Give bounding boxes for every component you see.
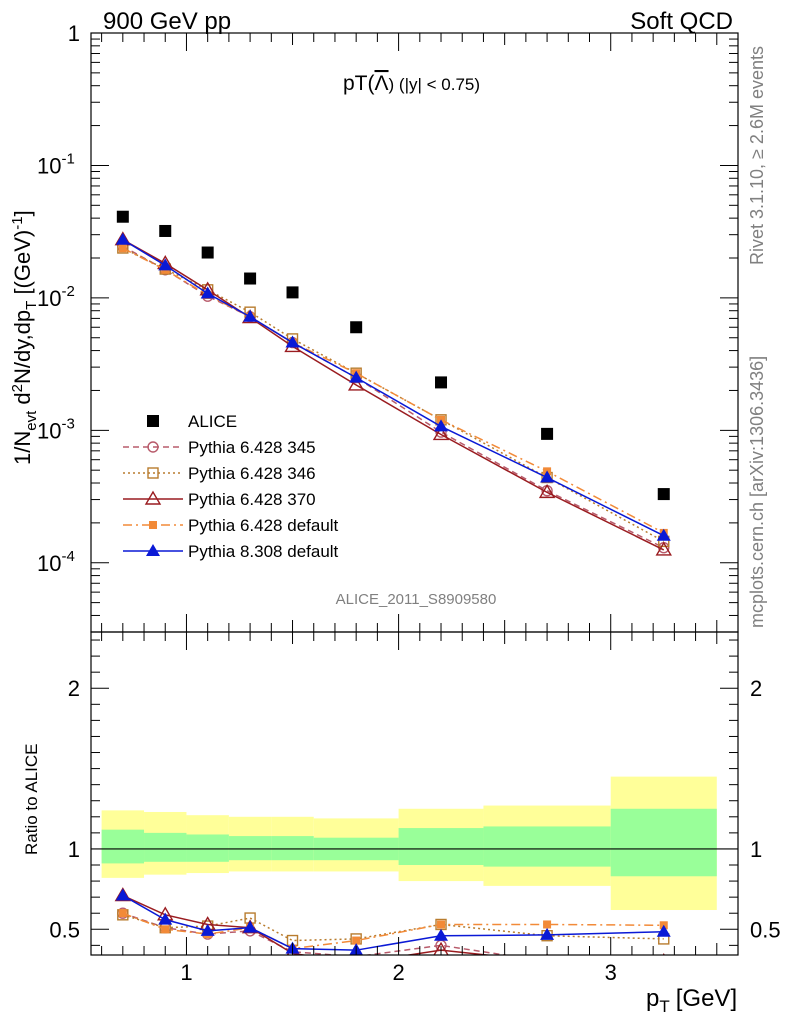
chart-title: pT(Λ) (|y| < 0.75) (343, 72, 480, 95)
data-point (200, 286, 215, 299)
ratio-y-tick-label-right: 1 (750, 837, 762, 862)
mcplots-label: mcplots.cern.ch [arXiv:1306.3436] (747, 356, 767, 628)
ratio-point (543, 920, 552, 929)
ratio-point (659, 956, 669, 966)
analysis-watermark: ALICE_2011_S8909580 (336, 591, 497, 608)
data-point (244, 272, 257, 285)
ratio-point (115, 888, 130, 901)
legend: ALICE Pythia 6.428 345 Pythia 6.428 346 Pyt… (123, 412, 339, 561)
y-tick-label: 10-4 (37, 548, 75, 576)
ratio-point (434, 928, 449, 941)
ratio-point (540, 927, 555, 940)
y-tick-label: 10-2 (37, 283, 75, 311)
data-point (434, 419, 449, 432)
ratio-point (352, 936, 361, 945)
data-point (285, 335, 300, 348)
data-point (159, 224, 172, 237)
ratio-series-pythia-6-428-default (118, 909, 668, 953)
ratio-y-tick-label: 1 (68, 837, 80, 862)
ratio-y-tick-label: 2 (68, 676, 80, 701)
legend-marker (147, 467, 159, 479)
header-left-label: 900 GeV pp (103, 8, 231, 35)
ratio-point (437, 920, 446, 929)
y-tick-label: 10-3 (37, 415, 75, 443)
lambda-bar-symbol: Λ (375, 72, 389, 95)
uncertainty-band-inner (186, 834, 229, 862)
data-point (541, 427, 554, 440)
legend-label: ALICE (188, 412, 237, 431)
data-point (432, 426, 450, 441)
ratio-point (545, 953, 549, 955)
legend-label: Pythia 6.428 345 (188, 438, 316, 457)
legend-marker (144, 490, 162, 505)
legend-label: Pythia 6.428 370 (188, 490, 316, 509)
ratio-point (118, 909, 127, 918)
y-tick-label: 10-1 (37, 150, 75, 178)
header-right-label: Soft QCD (630, 8, 733, 35)
top-y-axis-label: 1/Nevt d2N/dy,dpT [(GeV)-1] (9, 210, 40, 465)
ratio-series-pythia-6-428-345 (117, 907, 669, 966)
data-point (656, 528, 671, 541)
data-point (538, 483, 556, 499)
ratio-y-tick-label-right: 2 (750, 676, 762, 701)
uncertainty-band-inner (101, 829, 145, 864)
ratio-point (200, 923, 215, 936)
data-point (201, 246, 214, 259)
ratio-y-tick-label: 0.5 (49, 917, 80, 942)
legend-marker (146, 544, 160, 556)
legend-marker (149, 521, 157, 529)
data-point (655, 541, 672, 556)
ratio-panel-data (91, 776, 738, 966)
data-point (118, 244, 127, 253)
legend-label: Pythia 6.428 346 (188, 464, 316, 483)
data-point (350, 321, 363, 334)
ratio-panel-axes: 0.5 0.5 1 1 2 2 1 2 3 (49, 632, 781, 985)
data-point (657, 488, 670, 501)
legend-label: Pythia 8.308 default (188, 542, 339, 561)
ratio-point (243, 920, 258, 933)
legend-marker (147, 441, 159, 453)
data-point (115, 232, 130, 245)
x-axis-label: pT [GeV] (646, 985, 737, 1016)
data-point (347, 376, 365, 391)
data-point (435, 376, 448, 389)
ratio-y-tick-label-right: 0.5 (750, 917, 781, 942)
data-point (349, 370, 364, 383)
uncertainty-band-inner (398, 828, 484, 866)
uncertainty-band-inner (610, 808, 717, 877)
series-pythia-8-308-default (115, 232, 671, 541)
ratio-point (656, 924, 671, 937)
ratio-panel-frame (90, 631, 739, 956)
x-tick-label: 3 (605, 960, 617, 985)
ratio-series-pythia-6-428-346 (117, 909, 670, 947)
ratio-point (542, 956, 552, 966)
ratio-point (662, 953, 665, 955)
uncertainty-band-inner (271, 836, 314, 861)
data-point (540, 470, 555, 483)
x-tick-label: 1 (180, 960, 192, 985)
uncertainty-band-inner (483, 826, 611, 867)
ratio-point (433, 941, 449, 955)
top-panel-data (114, 210, 672, 556)
legend-label: Pythia 6.428 default (188, 516, 339, 535)
x-tick-label: 2 (392, 960, 404, 985)
series-alice (116, 210, 670, 501)
ratio-point (158, 912, 173, 925)
legend-marker (147, 415, 159, 427)
data-point (158, 258, 173, 271)
y-tick-label: 1 (68, 21, 80, 46)
rivet-label: Rivet 3.1.10, ≥ 2.6M events (747, 46, 767, 265)
uncertainty-band-inner (228, 836, 272, 861)
ratio-point (161, 925, 170, 934)
ratio-y-axis-label: Ratio to ALICE (22, 743, 41, 855)
ratio-point (355, 954, 357, 955)
top-panel-axes: 1 10-1 10-2 10-3 10-4 (37, 21, 738, 633)
uncertainty-band-inner (144, 832, 187, 862)
data-point (243, 309, 258, 322)
data-point (116, 210, 129, 223)
data-point (286, 286, 299, 299)
